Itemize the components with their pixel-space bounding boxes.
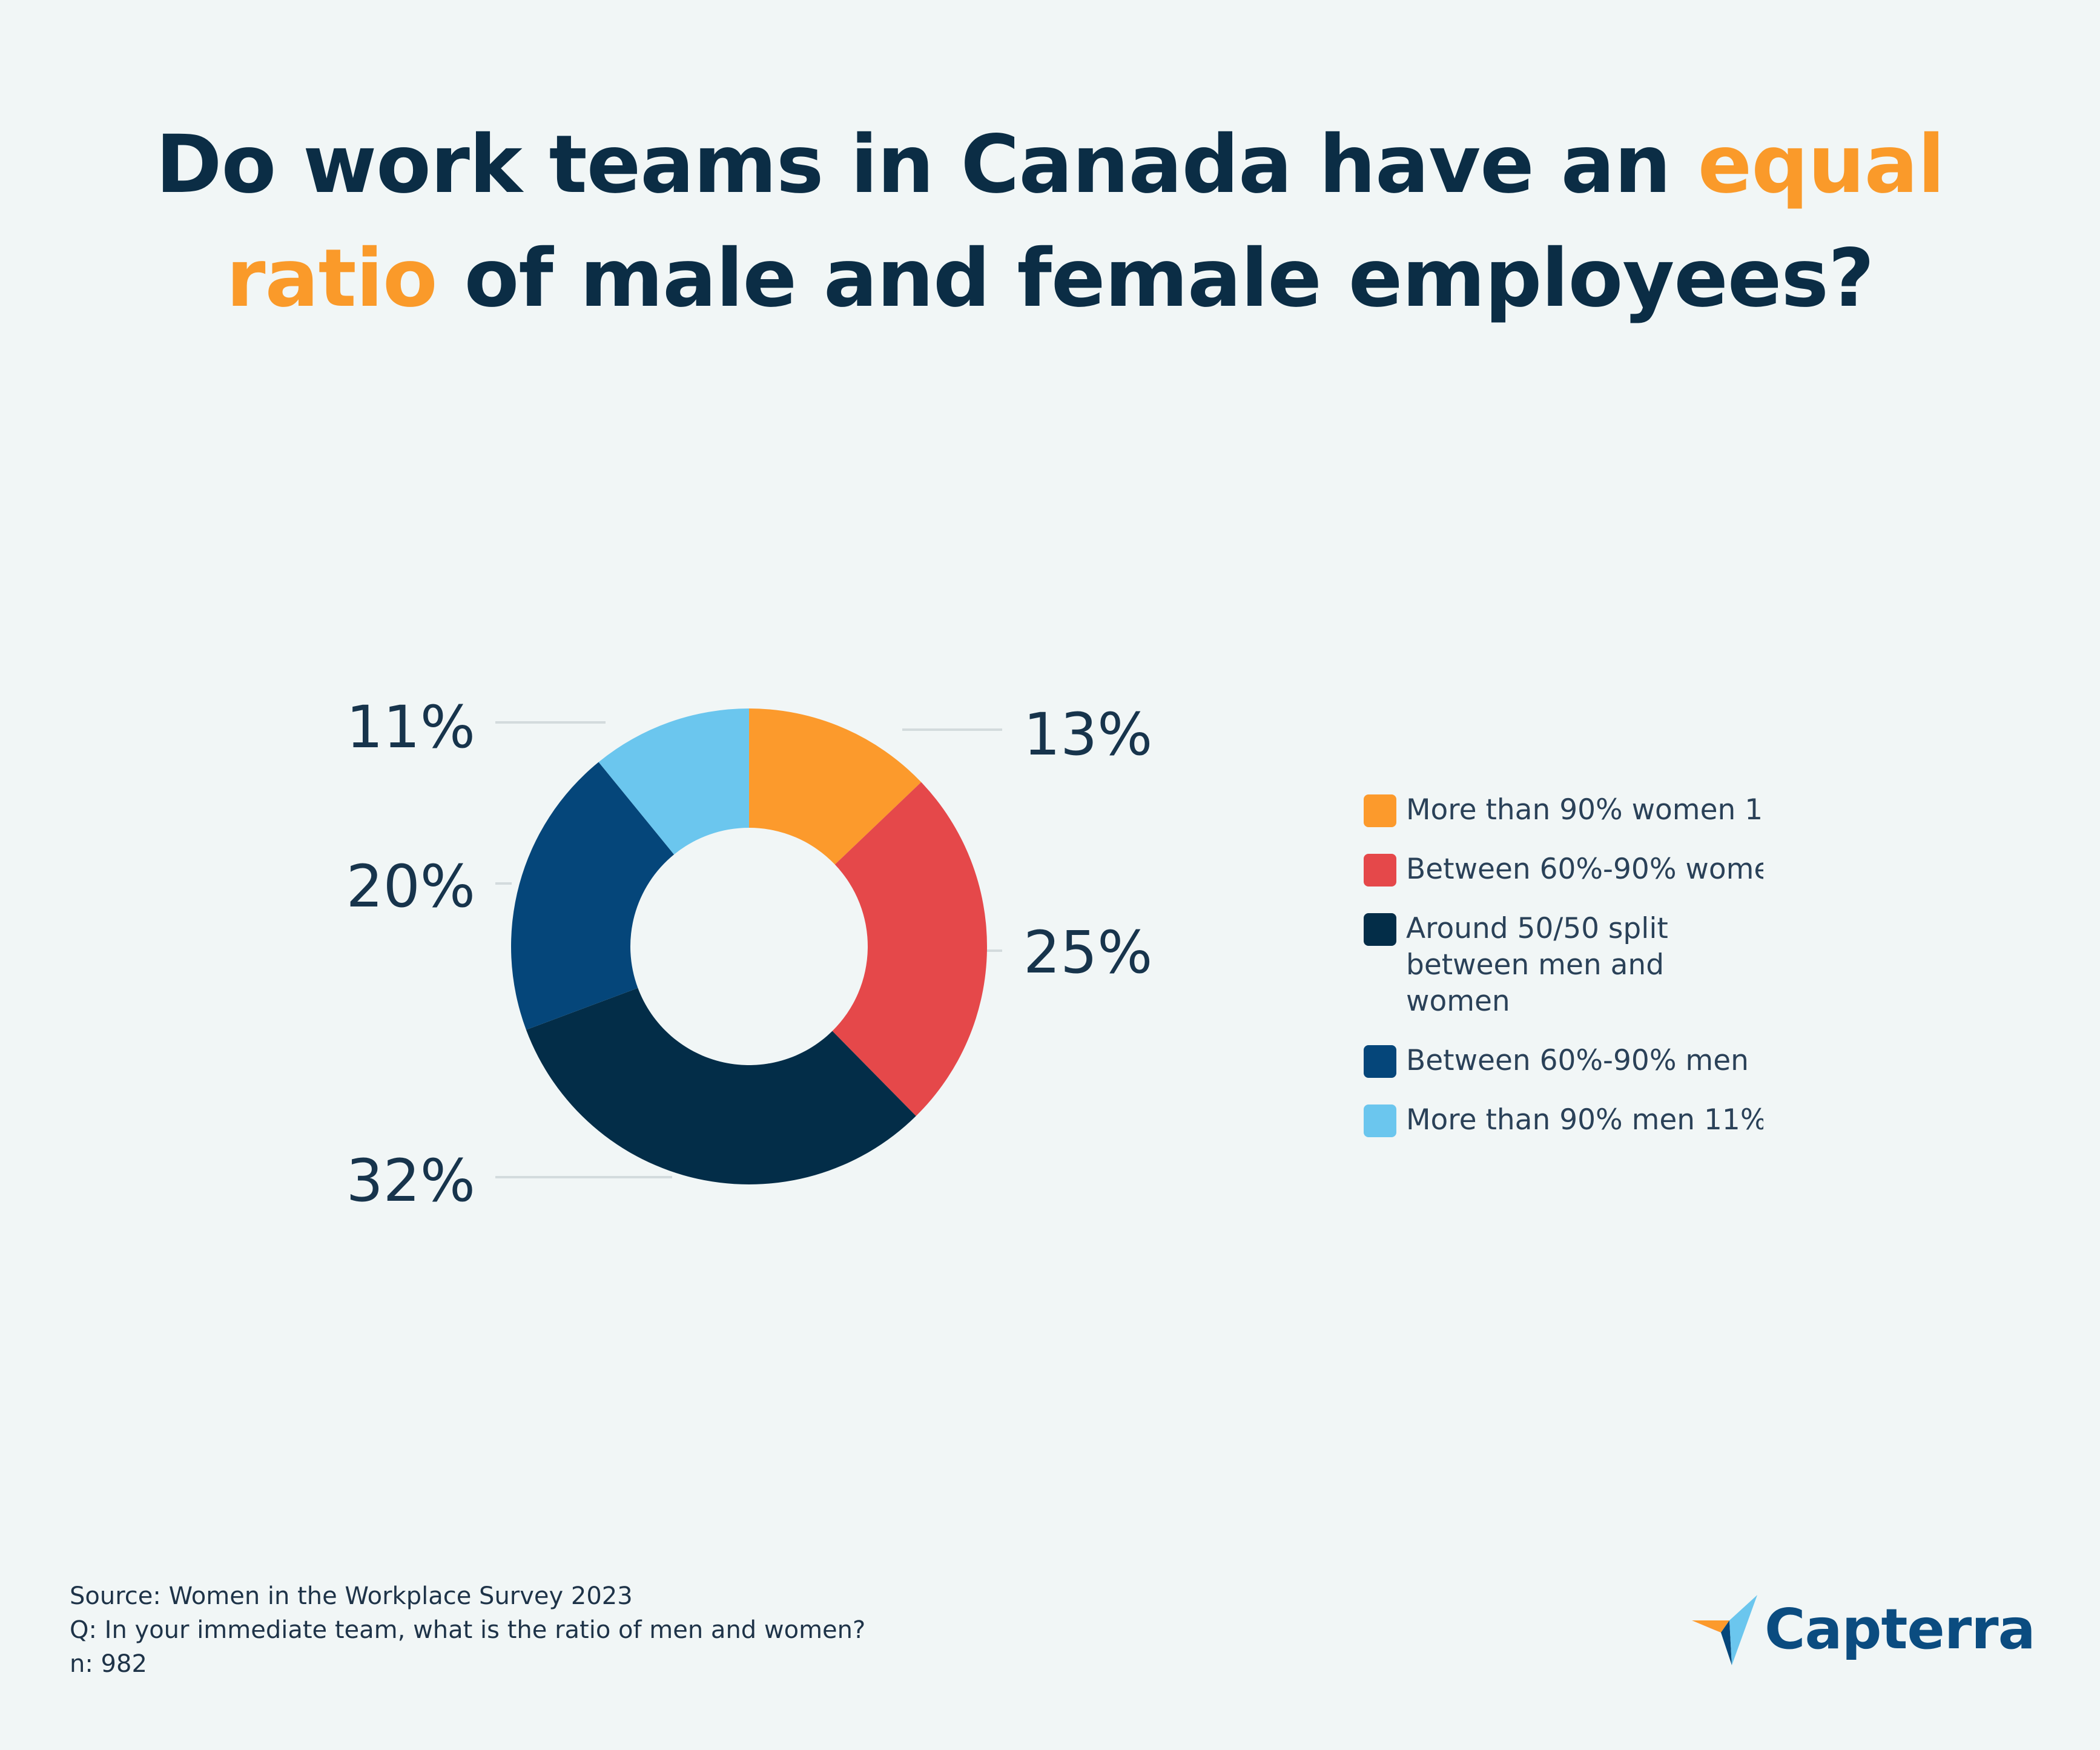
title-highlight-equal: equal [1697, 118, 1945, 211]
slice-value-label: 13% [1023, 701, 1152, 768]
donut-slice [598, 708, 749, 855]
legend-swatch [1364, 1104, 1396, 1137]
source-text: Source: Women in the Workplace Survey 20… [70, 1582, 633, 1610]
slice-value-label: 11% [346, 693, 475, 761]
capterra-arrow-icon [1692, 1595, 1757, 1665]
donut-chart: 13% 25% 32% 20% 11% [346, 693, 1153, 1215]
legend-item: More than 90% men 11% [1364, 1102, 1763, 1138]
slice-value-label: 20% [346, 853, 475, 920]
slice-value-label: 32% [346, 1147, 475, 1215]
donut-slice [749, 708, 922, 865]
logo-text: Capterra [1765, 1596, 2036, 1662]
chart-legend: More than 90% women 1 Between 60%-90% wom… [1364, 792, 1763, 1161]
legend-item: Between 60%-90% men [1364, 1043, 1763, 1079]
legend-label: Between 60%-90% men [1406, 1044, 1749, 1077]
title-highlight-ratio: ratio [226, 232, 437, 325]
legend-item: More than 90% women 1 [1364, 792, 1763, 828]
question-text: Q: In your immediate team, what is the r… [70, 1616, 866, 1644]
page-title: Do work teams in Canada have an equal ra… [0, 108, 2100, 335]
donut-slice [526, 988, 916, 1184]
title-part-2: of male and female employees? [437, 232, 1875, 325]
legend-swatch [1364, 794, 1396, 827]
legend-swatch [1364, 1045, 1396, 1078]
legend-item: Around 50/50 split between men and women [1364, 911, 1763, 1020]
title-part-1: Do work teams in Canada have an [155, 118, 1698, 211]
capterra-logo: Capterra [1689, 1593, 2036, 1665]
legend-swatch [1364, 854, 1396, 887]
legend-label: Between 60%-90% women [1406, 853, 1763, 886]
legend-item: Between 60%-90% women [1364, 851, 1763, 888]
legend-label: More than 90% women 1 [1406, 793, 1763, 827]
slice-value-label: 25% [1023, 919, 1152, 986]
sample-size-text: n: 982 [70, 1650, 147, 1678]
legend-label: More than 90% men 11% [1406, 1103, 1763, 1137]
legend-label: Around 50/50 split between men and women [1406, 912, 1668, 1018]
donut-slice [510, 762, 675, 1030]
legend-swatch [1364, 913, 1396, 946]
footer: Source: Women in the Workplace Survey 20… [70, 1579, 865, 1681]
donut-slice [832, 782, 987, 1117]
